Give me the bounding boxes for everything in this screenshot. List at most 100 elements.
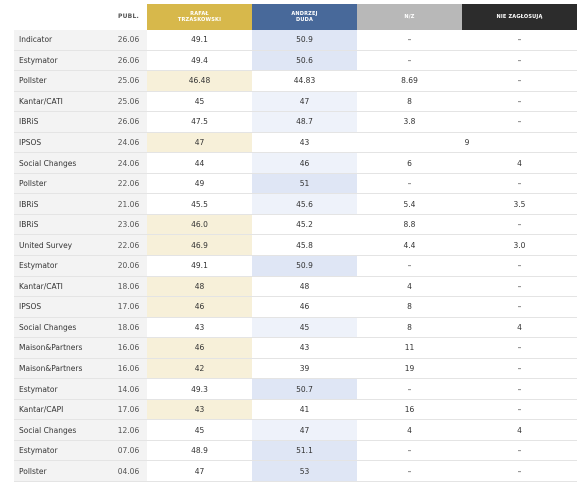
table-row: Estymator 20.06 49.1 50.9– – <box>14 255 577 277</box>
pollster-name: Kantar/CAPI <box>14 399 110 421</box>
nz-value: – <box>357 173 462 195</box>
pollster-name: Estymator <box>14 378 110 400</box>
nie-zaglosuja-value: – <box>462 50 577 72</box>
header-publ: PUBL. <box>118 13 139 20</box>
nz-value: – <box>357 50 462 72</box>
publication-date: 18.06 <box>110 317 147 339</box>
table-row: Pollster 04.06 47 53– – <box>14 460 577 483</box>
table-row: Kantar/CATI 18.06 48 48 4– <box>14 276 577 298</box>
duda-value: 47 <box>252 419 357 441</box>
pollster-name: United Survey <box>14 234 110 257</box>
duda-value: 45.8 <box>252 234 357 257</box>
nie-zaglosuja-value: – <box>462 378 577 400</box>
duda-value: 53 <box>252 460 357 483</box>
table-header-row: PUBL. RAFAŁ TRZASKOWSKI ANDRZEJ DUDA N/Z… <box>14 4 577 30</box>
trzaskowski-value: 49.4 <box>147 50 252 72</box>
pollster-name: Kantar/CATI <box>14 276 110 298</box>
header-trzaskowski[interactable]: RAFAŁ TRZASKOWSKI <box>147 4 252 30</box>
nie-zaglosuja-value: 4 <box>462 317 577 339</box>
nz-value: 11 <box>357 337 462 359</box>
table-row: Estymator 07.06 48.9 51.1– – <box>14 440 577 462</box>
pollster-name: Estymator <box>14 255 110 277</box>
publication-date: 26.06 <box>110 30 147 51</box>
trzaskowski-value: 49.1 <box>147 255 252 277</box>
table-row: United Survey 22.06 46.9 45.8 4.4 3.0 <box>14 234 577 257</box>
trzaskowski-value: 46.48 <box>147 70 252 92</box>
header-nie-zaglosuja[interactable]: NIE ZAGŁOSUJĄ <box>462 4 577 30</box>
pollster-name: Pollster <box>14 70 110 92</box>
header-duda[interactable]: ANDRZEJ DUDA <box>252 4 357 30</box>
pollster-name: Social Changes <box>14 152 110 174</box>
trzaskowski-value: 45.5 <box>147 193 252 215</box>
nie-zaglosuja-value: – <box>462 70 577 92</box>
trzaskowski-value: 42 <box>147 358 252 380</box>
table-body: Indicator 26.06 49.1 50.9– – Estymator 26.06 49… <box>14 30 577 483</box>
nz-value: 3.8 <box>357 111 462 133</box>
pollster-name: Pollster <box>14 460 110 483</box>
nz-value: 4.4 <box>357 234 462 257</box>
nie-zaglosuja-value: – <box>462 30 577 51</box>
nz-value: – <box>357 30 462 51</box>
duda-value: 51.1 <box>252 440 357 462</box>
nz-value: 4 <box>357 419 462 441</box>
nz-value: – <box>357 440 462 462</box>
header-nz[interactable]: N/Z <box>357 4 462 30</box>
pollster-name: Pollster <box>14 173 110 195</box>
nie-zaglosuja-value: – <box>462 440 577 462</box>
nie-zaglosuja-value: 3.5 <box>462 193 577 215</box>
trzaskowski-value: 47.5 <box>147 111 252 133</box>
duda-value: 50.6 <box>252 50 357 72</box>
publication-date: 25.06 <box>110 91 147 113</box>
nie-zaglosuja-value: – <box>462 91 577 113</box>
publication-date: 07.06 <box>110 440 147 462</box>
pollster-name: Maison&Partners <box>14 358 110 380</box>
duda-value: 43 <box>252 337 357 359</box>
pollster-name: IPSOS <box>14 296 110 318</box>
pollster-name: Estymator <box>14 440 110 462</box>
nie-zaglosuja-value: – <box>462 296 577 318</box>
publication-date: 20.06 <box>110 255 147 277</box>
nie-zaglosuja-value: – <box>462 255 577 277</box>
trzaskowski-value: 43 <box>147 317 252 339</box>
nie-zaglosuja-value: – <box>462 460 577 483</box>
publication-date: 26.06 <box>110 111 147 133</box>
nie-zaglosuja-value: – <box>462 111 577 133</box>
publication-date: 23.06 <box>110 214 147 236</box>
duda-value: 45.6 <box>252 193 357 215</box>
trzaskowski-value: 46.9 <box>147 234 252 257</box>
trzaskowski-value: 44 <box>147 152 252 174</box>
duda-value: 48.7 <box>252 111 357 133</box>
table-row: Pollster 25.06 46.48 44.83 8.69– <box>14 70 577 92</box>
nz-value: – <box>357 460 462 483</box>
pollster-name: Kantar/CATI <box>14 91 110 113</box>
table-row: Pollster 22.06 49 51– – <box>14 173 577 195</box>
table-row: IBRiS 23.06 46.0 45.2 8.8– <box>14 214 577 236</box>
trzaskowski-value: 48.9 <box>147 440 252 462</box>
trzaskowski-value: 49.3 <box>147 378 252 400</box>
nz-value: – <box>357 255 462 277</box>
pollster-name: Indicator <box>14 30 110 51</box>
nz-value: 8 <box>357 317 462 339</box>
publication-date: 18.06 <box>110 276 147 298</box>
publication-date: 26.06 <box>110 50 147 72</box>
nie-zaglosuja-value: – <box>462 173 577 195</box>
duda-value: 46 <box>252 296 357 318</box>
publication-date: 04.06 <box>110 460 147 483</box>
nz-value: 9 <box>357 132 577 154</box>
nz-value: – <box>357 378 462 400</box>
duda-value: 46 <box>252 152 357 174</box>
duda-value: 45.2 <box>252 214 357 236</box>
nie-zaglosuja-value: 4 <box>462 152 577 174</box>
table-row: Social Changes 24.06 44 46 6 4 <box>14 152 577 174</box>
header-duda-first: ANDRZEJ <box>291 11 318 17</box>
table-row: Maison&Partners 16.06 42 39 19– <box>14 358 577 380</box>
nie-zaglosuja-value: – <box>462 358 577 380</box>
publication-date: 17.06 <box>110 399 147 421</box>
duda-value: 45 <box>252 317 357 339</box>
nz-value: 5.4 <box>357 193 462 215</box>
header-trzaskowski-first: RAFAŁ <box>190 11 209 17</box>
nz-value: 16 <box>357 399 462 421</box>
header-pollster-blank <box>14 4 110 30</box>
trzaskowski-value: 46 <box>147 337 252 359</box>
nz-value: 8.8 <box>357 214 462 236</box>
